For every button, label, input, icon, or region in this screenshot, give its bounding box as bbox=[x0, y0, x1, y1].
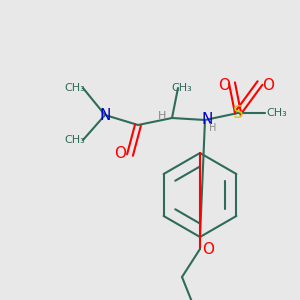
Text: H: H bbox=[158, 111, 166, 121]
Text: CH₃: CH₃ bbox=[64, 135, 86, 145]
Text: CH₃: CH₃ bbox=[267, 108, 287, 118]
Text: CH₃: CH₃ bbox=[64, 83, 86, 93]
Text: O: O bbox=[218, 77, 230, 92]
Text: H: H bbox=[209, 123, 217, 133]
Text: N: N bbox=[201, 112, 213, 128]
Text: CH₃: CH₃ bbox=[172, 83, 192, 93]
Text: O: O bbox=[262, 77, 274, 92]
Text: O: O bbox=[202, 242, 214, 256]
Text: O: O bbox=[114, 146, 126, 160]
Text: N: N bbox=[99, 107, 111, 122]
Text: S: S bbox=[233, 104, 243, 122]
